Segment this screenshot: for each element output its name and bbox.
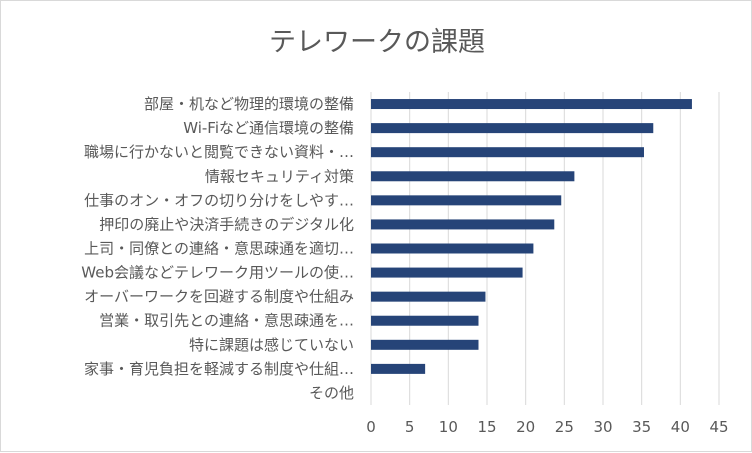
category-label: 情報セキュリティ対策 — [205, 167, 354, 185]
category-label: オーバーワークを回避する制度や仕組み — [84, 288, 354, 306]
x-tick-label: 40 — [671, 418, 690, 436]
bars — [371, 99, 692, 374]
bar — [371, 99, 692, 110]
category-label: 押印の廃止や決済手続きのデジタル化 — [99, 215, 354, 233]
x-tick-label: 0 — [366, 418, 376, 436]
category-label: Web会議などテレワーク用ツールの使… — [81, 264, 354, 282]
x-axis-ticks: 0 5 10 15 20 25 30 35 40 45 — [366, 418, 728, 436]
x-tick-label: 25 — [555, 418, 574, 436]
bar — [371, 123, 654, 134]
category-label: 部屋・机など物理的環境の整備 — [144, 95, 354, 113]
category-label: その他 — [309, 384, 354, 402]
bar — [371, 315, 479, 326]
bar — [371, 243, 534, 254]
category-label: 家事・育児負担を軽減する制度や仕組… — [84, 360, 354, 378]
bar — [371, 219, 555, 230]
bar — [371, 363, 426, 374]
chart-title: テレワークの課題 — [269, 27, 485, 58]
bar — [371, 267, 523, 278]
category-label: Wi-Fiなど通信環境の整備 — [183, 119, 354, 137]
category-label: 上司・同僚との連絡・意思疎通を適切… — [84, 240, 354, 258]
x-tick-label: 10 — [439, 418, 458, 436]
x-tick-label: 5 — [405, 418, 415, 436]
category-label: 仕事のオン・オフの切り分けをしやす… — [84, 191, 354, 209]
category-label: 営業・取引先との連絡・意思疎通を… — [99, 312, 354, 330]
bar — [371, 147, 644, 158]
bar — [371, 195, 562, 206]
x-tick-label: 15 — [477, 418, 496, 436]
bar — [371, 291, 486, 302]
category-label: 特に課題は感じていない — [189, 336, 354, 354]
x-tick-label: 45 — [709, 418, 728, 436]
x-tick-label: 30 — [593, 418, 612, 436]
category-label: 職場に行かないと閲覧できない資料・… — [84, 143, 354, 161]
category-labels: 部屋・机など物理的環境の整備 Wi-Fiなど通信環境の整備職場に行かないと閲覧でき… — [81, 95, 354, 402]
bar — [371, 171, 575, 182]
x-tick-label: 20 — [516, 418, 535, 436]
bar — [371, 339, 479, 350]
x-tick-label: 35 — [632, 418, 651, 436]
